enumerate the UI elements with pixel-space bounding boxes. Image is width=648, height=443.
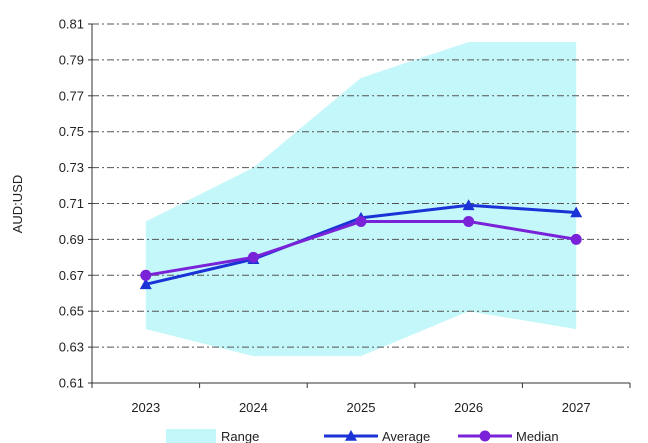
x-tick-label-2027: 2027 xyxy=(562,400,591,415)
legend-marker-average xyxy=(345,430,357,441)
median-point-2024 xyxy=(247,251,259,263)
x-tick-label-2023: 2023 xyxy=(131,400,160,415)
legend-label-average: Average xyxy=(382,429,430,443)
average-point-2027 xyxy=(570,206,583,218)
median-point-2023 xyxy=(140,269,152,281)
median-point-2027 xyxy=(570,233,582,245)
median-point-2026 xyxy=(463,215,475,227)
legend-label-median: Median xyxy=(516,429,559,443)
x-tick-label-2025: 2025 xyxy=(347,400,376,415)
y-tick-label: 0.67 xyxy=(59,268,84,283)
y-tick-label: 0.69 xyxy=(59,232,84,247)
y-tick-label: 0.79 xyxy=(59,52,84,67)
legend-label-range: Range xyxy=(221,429,259,443)
y-tick-label: 0.63 xyxy=(59,340,84,355)
y-tick-label: 0.71 xyxy=(59,196,84,211)
median-point-2025 xyxy=(355,215,367,227)
y-tick-label: 0.81 xyxy=(59,17,84,32)
range-band xyxy=(145,41,577,357)
legend-swatch-range xyxy=(166,429,216,443)
y-tick-label: 0.75 xyxy=(59,124,84,139)
y-tick-label: 0.65 xyxy=(59,304,84,319)
x-tick-label-2026: 2026 xyxy=(454,400,483,415)
y-axis-title: AUD:USD xyxy=(10,175,25,234)
plot-area: 0.61 0.63 0.65 0.67 0.69 0.71 0.73 0.75 0.77 0.79… xyxy=(59,17,631,415)
x-tick-label-2024: 2024 xyxy=(239,400,268,415)
legend: Range Average Median xyxy=(166,429,559,443)
average-point-2023 xyxy=(139,278,152,290)
legend-marker-median xyxy=(479,430,491,442)
y-tick-label: 0.61 xyxy=(59,376,84,391)
y-tick-label: 0.73 xyxy=(59,160,84,175)
average-point-2026 xyxy=(462,199,475,211)
y-tick-label: 0.77 xyxy=(59,88,84,103)
